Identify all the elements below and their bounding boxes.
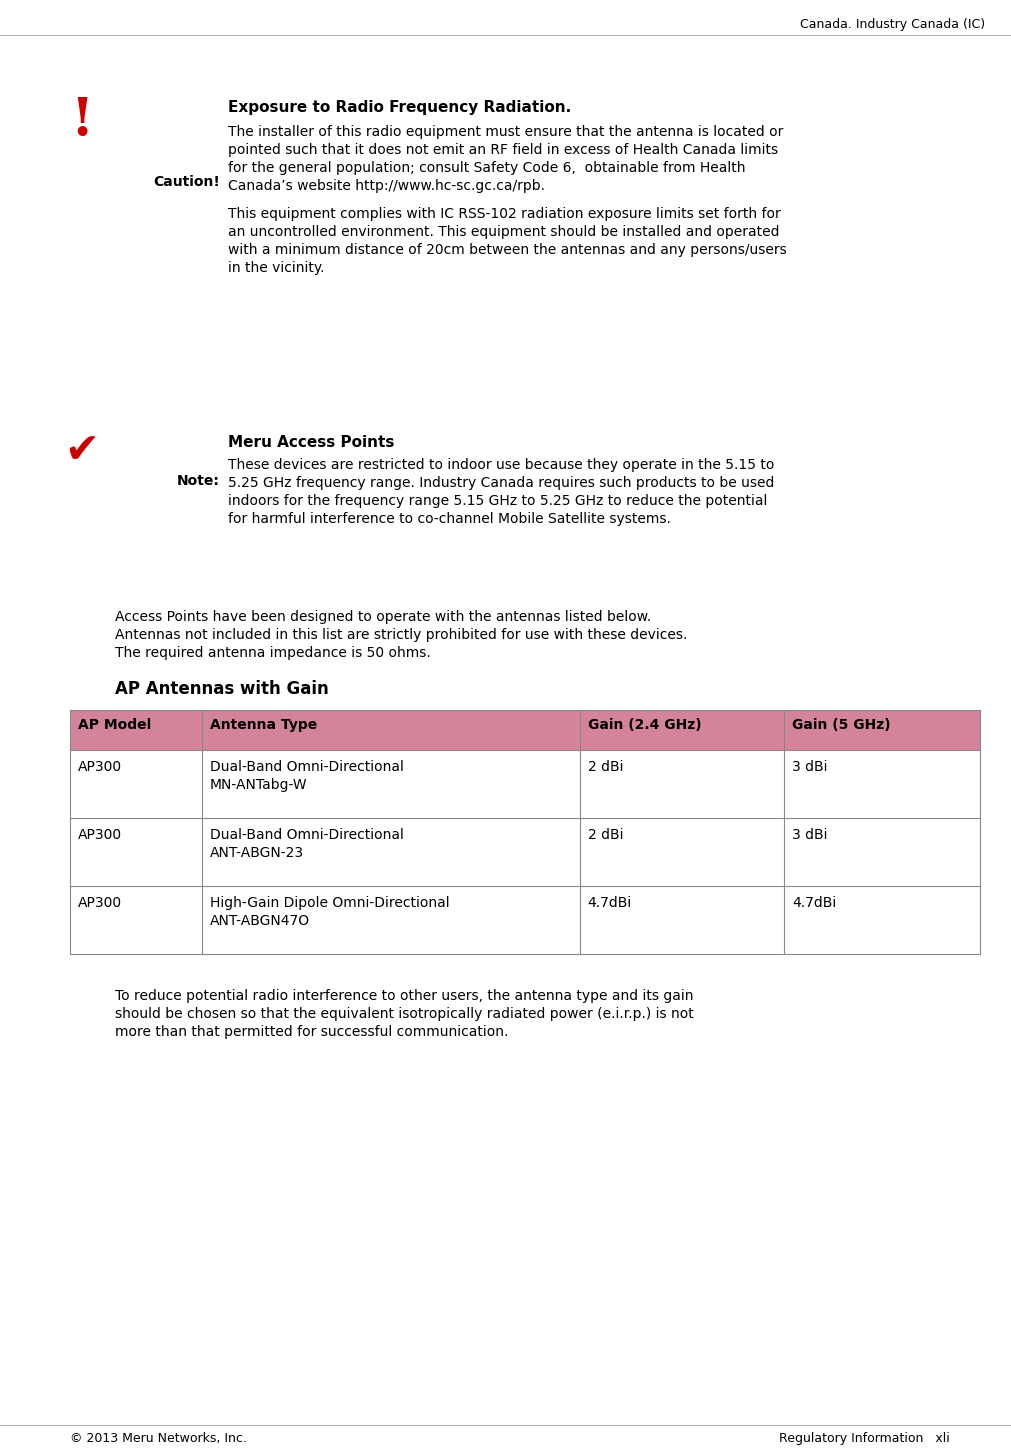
Text: for the general population; consult Safety Code 6,  obtainable from Health: for the general population; consult Safe…: [228, 161, 745, 176]
Text: 3 dBi: 3 dBi: [793, 828, 828, 842]
Bar: [70, 886, 980, 954]
Text: for harmful interference to co-channel Mobile Satellite systems.: for harmful interference to co-channel M…: [228, 513, 671, 526]
Text: AP Model: AP Model: [78, 717, 152, 732]
Text: 4.7dBi: 4.7dBi: [587, 896, 632, 910]
Text: Antennas not included in this list are strictly prohibited for use with these de: Antennas not included in this list are s…: [115, 629, 687, 642]
Text: Gain (5 GHz): Gain (5 GHz): [793, 717, 891, 732]
Text: Antenna Type: Antenna Type: [210, 717, 317, 732]
Text: The installer of this radio equipment must ensure that the antenna is located or: The installer of this radio equipment mu…: [228, 125, 784, 139]
Text: 2 dBi: 2 dBi: [587, 759, 623, 774]
Text: 2 dBi: 2 dBi: [587, 828, 623, 842]
Text: 4.7dBi: 4.7dBi: [793, 896, 836, 910]
Text: Caution!: Caution!: [153, 176, 220, 189]
Bar: [70, 710, 980, 751]
Text: Dual-Band Omni-Directional
ANT-ABGN-23: Dual-Band Omni-Directional ANT-ABGN-23: [210, 828, 403, 861]
Text: Exposure to Radio Frequency Radiation.: Exposure to Radio Frequency Radiation.: [228, 100, 571, 115]
Text: more than that permitted for successful communication.: more than that permitted for successful …: [115, 1025, 509, 1040]
Text: High-Gain Dipole Omni-Directional
ANT-ABGN47O: High-Gain Dipole Omni-Directional ANT-AB…: [210, 896, 450, 928]
Text: 5.25 GHz frequency range. Industry Canada requires such products to be used: 5.25 GHz frequency range. Industry Canad…: [228, 476, 774, 489]
Text: © 2013 Meru Networks, Inc.: © 2013 Meru Networks, Inc.: [70, 1432, 247, 1445]
Text: To reduce potential radio interference to other users, the antenna type and its : To reduce potential radio interference t…: [115, 989, 694, 1003]
Text: an uncontrolled environment. This equipment should be installed and operated: an uncontrolled environment. This equipm…: [228, 225, 779, 240]
Text: AP300: AP300: [78, 828, 122, 842]
Text: Dual-Band Omni-Directional
MN-ANTabg-W: Dual-Band Omni-Directional MN-ANTabg-W: [210, 759, 403, 793]
Text: Note:: Note:: [177, 473, 220, 488]
Text: AP Antennas with Gain: AP Antennas with Gain: [115, 680, 329, 698]
Text: with a minimum distance of 20cm between the antennas and any persons/users: with a minimum distance of 20cm between …: [228, 242, 787, 257]
Text: Canada’s website http://www.hc-sc.gc.ca/rpb.: Canada’s website http://www.hc-sc.gc.ca/…: [228, 179, 545, 193]
Text: ✔: ✔: [65, 430, 99, 472]
Text: Access Points have been designed to operate with the antennas listed below.: Access Points have been designed to oper…: [115, 610, 651, 624]
Text: indoors for the frequency range 5.15 GHz to 5.25 GHz to reduce the potential: indoors for the frequency range 5.15 GHz…: [228, 494, 767, 508]
Text: should be chosen so that the equivalent isotropically radiated power (e.i.r.p.) : should be chosen so that the equivalent …: [115, 1008, 694, 1021]
Bar: [70, 817, 980, 886]
Bar: [70, 751, 980, 817]
Text: AP300: AP300: [78, 896, 122, 910]
Text: These devices are restricted to indoor use because they operate in the 5.15 to: These devices are restricted to indoor u…: [228, 457, 774, 472]
Text: Regulatory Information   xli: Regulatory Information xli: [779, 1432, 950, 1445]
Text: 3 dBi: 3 dBi: [793, 759, 828, 774]
Text: Gain (2.4 GHz): Gain (2.4 GHz): [587, 717, 702, 732]
Text: !: !: [71, 94, 94, 147]
Text: The required antenna impedance is 50 ohms.: The required antenna impedance is 50 ohm…: [115, 646, 431, 661]
Text: Meru Access Points: Meru Access Points: [228, 436, 394, 450]
Text: This equipment complies with IC RSS-102 radiation exposure limits set forth for: This equipment complies with IC RSS-102 …: [228, 208, 780, 221]
Text: in the vicinity.: in the vicinity.: [228, 261, 325, 274]
Text: AP300: AP300: [78, 759, 122, 774]
Text: pointed such that it does not emit an RF field in excess of Health Canada limits: pointed such that it does not emit an RF…: [228, 142, 778, 157]
Text: Canada. Industry Canada (IC): Canada. Industry Canada (IC): [800, 17, 985, 30]
